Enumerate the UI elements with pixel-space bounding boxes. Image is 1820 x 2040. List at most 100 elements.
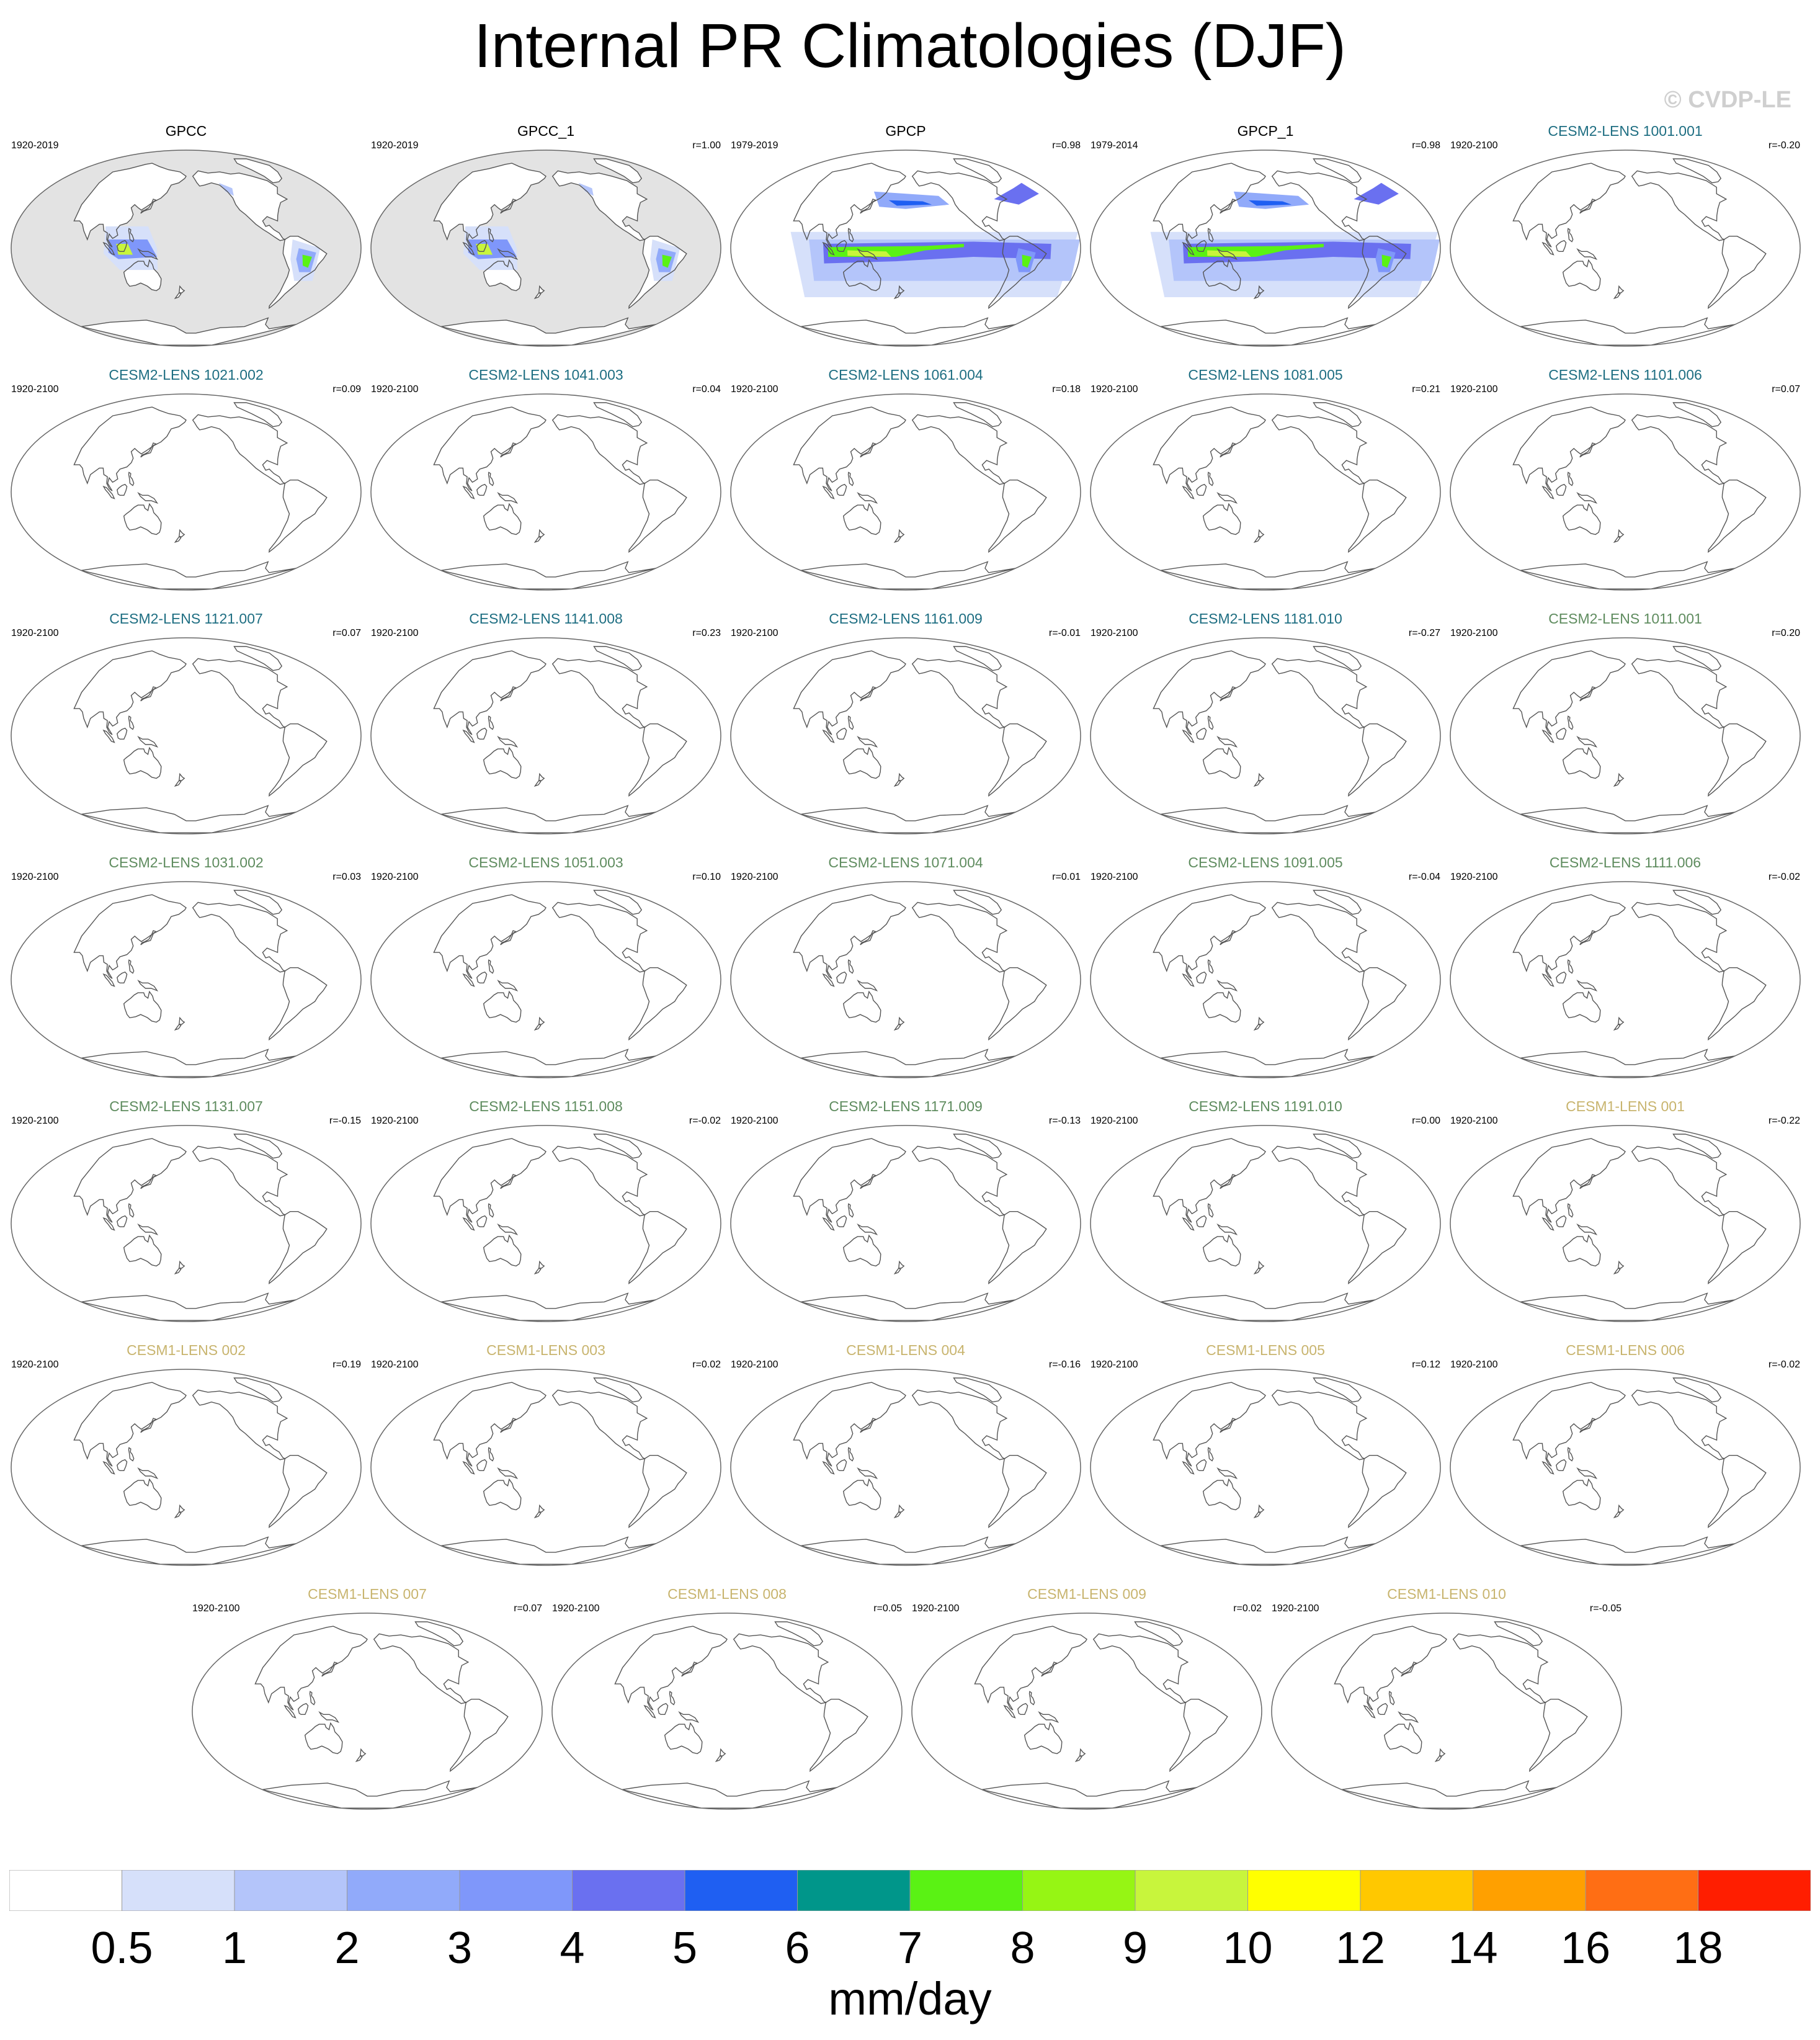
coastline (1216, 248, 1238, 261)
coastline (860, 199, 878, 214)
panel-title: CESM2-LENS 1001.001 (1548, 123, 1703, 139)
coastline (1556, 1459, 1567, 1472)
world-map (11, 881, 362, 1078)
coastline (1092, 1633, 1189, 1704)
map-panel: CESM1-LENS 010 1920-2100 r=-0.05 (1267, 1568, 1626, 1812)
map-panel: CESM1-LENS 008 1920-2100 r=0.05 (547, 1568, 907, 1812)
coastline (1271, 170, 1368, 241)
world-map (730, 881, 1081, 1078)
map-border (730, 1125, 1081, 1322)
coastline (123, 1478, 162, 1511)
panel-correlation: r=-0.13 (1048, 1116, 1081, 1126)
coastline (893, 536, 901, 544)
coastline (1196, 727, 1207, 740)
coastline (102, 485, 115, 499)
coastline (1182, 1461, 1195, 1475)
coastline (123, 746, 162, 779)
coastline (1313, 890, 1362, 915)
coastline (1512, 163, 1626, 248)
coastline (860, 930, 878, 946)
coastline (1253, 1511, 1261, 1519)
map-panel: GPCC_1 1920-2019 r=1.00 (366, 105, 726, 349)
panel-correlation: r=0.07 (514, 1603, 542, 1614)
coastline (1038, 1711, 1059, 1724)
coastline (123, 1234, 162, 1267)
coastline (1341, 1780, 1557, 1809)
coastline (1631, 901, 1728, 973)
coastline (1196, 483, 1207, 496)
coastline (140, 199, 158, 214)
precip-contour (662, 254, 672, 268)
coastline (233, 646, 283, 671)
coastline (497, 979, 519, 992)
coastline (1512, 406, 1626, 491)
coastline (836, 239, 847, 253)
coastline (538, 772, 545, 781)
coastline (140, 1174, 158, 1189)
panel-correlation: r=0.18 (1052, 384, 1081, 395)
coastline (483, 1234, 522, 1267)
colorbar-tick-label: 9 (1122, 1923, 1148, 1973)
colorbar-swatch (909, 1870, 1023, 1911)
world-map (11, 637, 362, 834)
coastline (497, 248, 519, 261)
panel-years: 1920-2100 (11, 872, 59, 882)
coastline (533, 1024, 542, 1031)
coastline (1556, 1215, 1567, 1228)
coastline (1556, 239, 1567, 253)
map-panel: CESM2-LENS 1051.003 1920-2100 r=0.10 (366, 837, 726, 1080)
map-panel: CESM2-LENS 1031.002 1920-2100 r=0.03 (6, 837, 366, 1080)
coastline (643, 1704, 656, 1719)
coastline (898, 285, 905, 293)
world-map (730, 150, 1081, 347)
map-panel: CESM1-LENS 006 1920-2100 r=-0.02 (1445, 1325, 1805, 1568)
world-map (911, 1613, 1262, 1810)
panel-correlation: r=-0.02 (689, 1116, 721, 1126)
coastline (1258, 772, 1265, 781)
coastline (1153, 163, 1266, 248)
coastline (1216, 1223, 1238, 1236)
panel-correlation: r=-0.02 (1768, 872, 1800, 882)
coastline (533, 536, 542, 544)
map-background (731, 394, 1081, 590)
coastline (628, 1454, 687, 1529)
coastline (847, 1447, 854, 1462)
panel-title: CESM2-LENS 1091.005 (1188, 854, 1343, 870)
coastline (1220, 686, 1238, 702)
panel-title: GPCP (885, 123, 926, 139)
coastline (1520, 1536, 1736, 1565)
coastline (1196, 1459, 1207, 1472)
coastline (1631, 414, 1728, 485)
coastline (1160, 1292, 1376, 1321)
coastline (117, 239, 128, 253)
map-background (371, 882, 721, 1078)
copyright-watermark: © CVDP-LE (1664, 87, 1791, 113)
precip-contour (1207, 250, 1251, 257)
map-background (371, 1125, 721, 1322)
coastline (1258, 1260, 1265, 1269)
map-background (1450, 638, 1800, 834)
coastline (538, 1504, 545, 1513)
coastline (500, 1174, 518, 1189)
coastline (593, 646, 643, 671)
coastline (774, 1621, 824, 1647)
coastline (538, 529, 545, 537)
panel-years: 1920-2100 (11, 1116, 59, 1126)
world-map (370, 1369, 721, 1566)
colorbar-swatch (1585, 1870, 1698, 1911)
coastline (269, 723, 328, 797)
world-map (1090, 150, 1441, 347)
coastline (953, 158, 1002, 184)
panel-title: CESM2-LENS 1031.002 (109, 854, 264, 870)
coastline (102, 1217, 115, 1231)
coastline (1313, 1134, 1362, 1159)
panel-title: GPCC_1 (517, 123, 575, 139)
map-border (370, 393, 721, 591)
panel-years: 1979-2019 (731, 140, 778, 151)
coastline (1348, 1454, 1407, 1529)
map-panel: CESM2-LENS 1011.001 1920-2100 r=0.20 (1445, 593, 1805, 836)
panel-title: CESM1-LENS 004 (846, 1342, 965, 1358)
map-panel: CESM1-LENS 004 1920-2100 r=-0.16 (726, 1325, 1086, 1568)
coastline (1672, 1134, 1722, 1159)
coastline (192, 1145, 288, 1217)
